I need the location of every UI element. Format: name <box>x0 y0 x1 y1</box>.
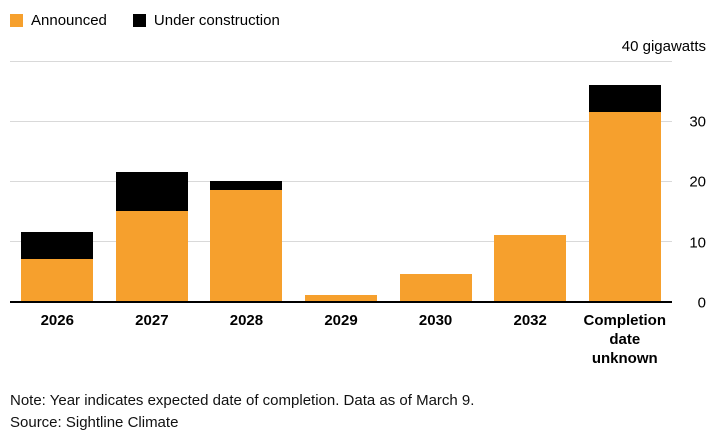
bar-slot <box>105 61 200 301</box>
chart-region: 30 20 10 0 <box>10 61 706 312</box>
source-text: Source: Sightline Climate <box>10 414 179 431</box>
legend-label-announced: Announced <box>31 11 107 29</box>
bar-slot <box>388 61 483 301</box>
bar-segment-announced <box>115 211 188 301</box>
bar-segment-announced <box>588 112 661 301</box>
bar-segment-under-construction <box>588 85 661 112</box>
bar-segment-announced <box>21 259 94 301</box>
gridline <box>10 121 672 122</box>
bar-segment-announced <box>494 235 567 301</box>
x-axis-label: 2027 <box>135 312 169 329</box>
bar-2026 <box>21 61 94 301</box>
legend-swatch-announced-icon <box>10 13 23 27</box>
bar-2028 <box>210 61 283 301</box>
x-axis-label: 2029 <box>324 312 358 329</box>
footnote: Note: Year indicates expected date of co… <box>10 390 706 434</box>
bar-completion-date-unknown <box>588 61 661 301</box>
bar-segment-under-construction <box>210 181 283 190</box>
y-axis-ticks: 30 20 10 0 <box>672 61 706 312</box>
bars-row <box>10 61 672 301</box>
gridline <box>10 61 672 62</box>
y-tick-label: 0 <box>697 294 706 312</box>
x-axis-label: 2032 <box>513 312 547 329</box>
bar-2032 <box>494 61 567 301</box>
bar-segment-announced <box>210 190 283 301</box>
x-axis-label: Completion date unknown <box>583 312 667 367</box>
gridline <box>10 181 672 182</box>
y-tick-label: 10 <box>689 234 706 251</box>
x-axis-label: 2030 <box>418 312 453 329</box>
legend-swatch-under-construction-icon <box>132 13 146 27</box>
gridline <box>10 241 672 242</box>
note-text: Note: Year indicates expected date of co… <box>10 392 475 410</box>
x-axis-label: 2026 <box>40 312 74 329</box>
legend-item-under-construction: Under construction <box>132 11 280 29</box>
bar-segment-announced <box>305 295 378 301</box>
legend: Announced Under construction <box>10 10 706 30</box>
bar-slot <box>483 61 578 301</box>
bar-segment-under-construction <box>115 172 188 211</box>
bar-segment-announced <box>399 274 472 301</box>
bar-slot <box>10 61 105 301</box>
x-axis-labels: 2026 2027 2028 2029 2030 2032 Completion date … <box>10 303 672 368</box>
legend-item-announced: Announced <box>10 12 107 29</box>
bar-slot <box>199 61 294 301</box>
bar-2027 <box>115 61 188 301</box>
y-axis-unit-label: 40 gigawatts <box>621 38 706 55</box>
bar-slot <box>294 61 389 301</box>
bar-segment-under-construction <box>21 232 94 259</box>
bar-2030 <box>399 61 472 301</box>
bar-slot <box>577 61 672 301</box>
legend-label-under-construction: Under construction <box>153 11 280 29</box>
y-tick-label: 30 <box>689 113 706 130</box>
y-tick-label: 20 <box>689 173 706 191</box>
x-axis-label: 2028 <box>229 312 264 329</box>
bar-2029 <box>305 61 378 301</box>
plot-area <box>10 61 672 303</box>
